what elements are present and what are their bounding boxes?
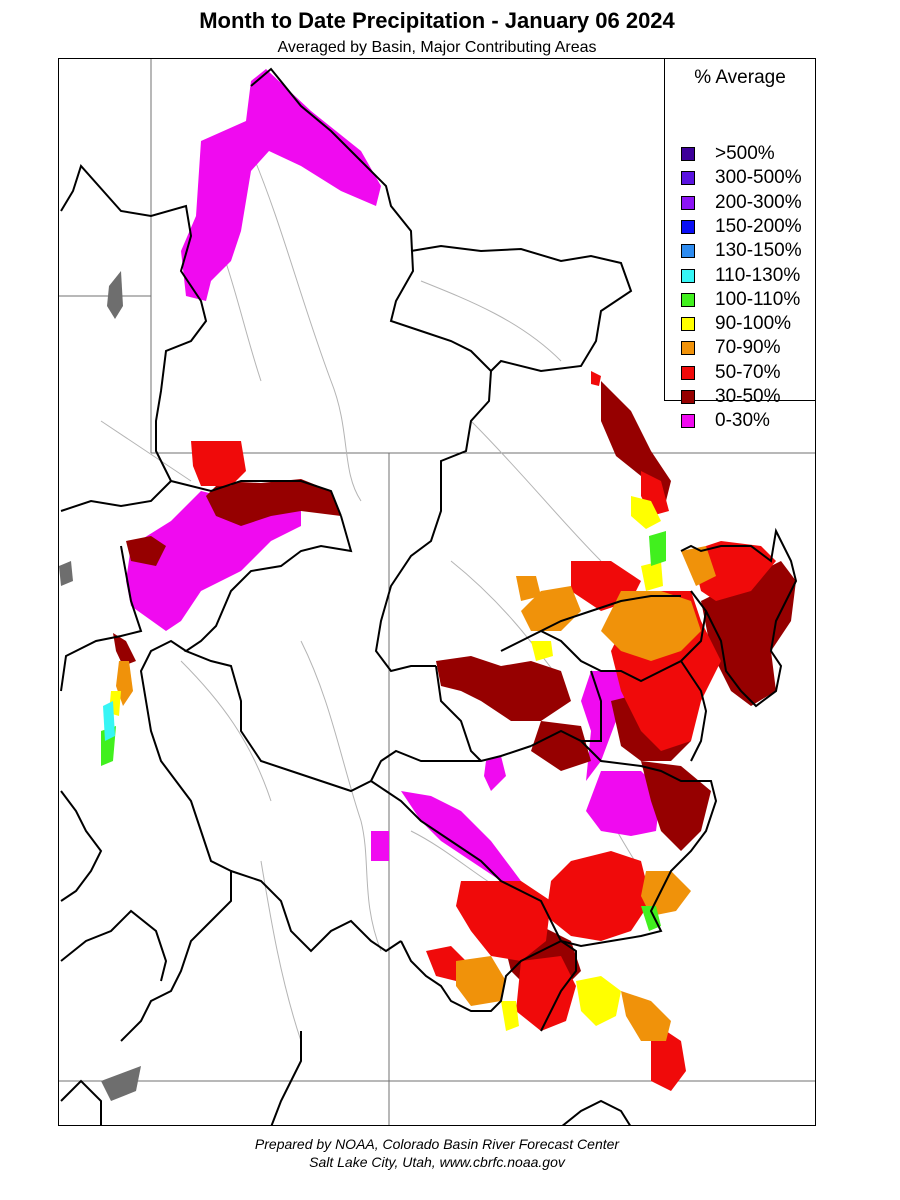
legend-item: 50-70% <box>681 361 781 385</box>
footer-credit: Prepared by NOAA, Colorado Basin River F… <box>254 1136 620 1152</box>
basin-map <box>59 59 815 1125</box>
legend-label: 70-90% <box>715 337 781 359</box>
region-90-100 <box>109 496 663 1031</box>
legend-item: >500% <box>681 142 775 166</box>
legend-label: 30-50% <box>715 386 781 407</box>
legend-swatch <box>681 219 695 234</box>
legend-item: 0-30% <box>681 409 770 433</box>
legend-item: 150-200% <box>681 215 802 239</box>
legend-swatch <box>681 292 695 307</box>
legend-swatch <box>681 390 695 404</box>
state-boundaries <box>59 59 815 1125</box>
legend-swatch <box>681 365 695 380</box>
legend-swatch <box>681 268 695 283</box>
legend-item: 130-150% <box>681 239 802 263</box>
legend-item: 110-130% <box>681 264 800 288</box>
region-110-130 <box>103 701 115 741</box>
legend-item: 70-90% <box>681 336 781 360</box>
legend-label: 300-500% <box>715 167 802 189</box>
footer-location: Salt Lake City, Utah, www.cbrfc.noaa.gov <box>309 1154 565 1170</box>
rivers <box>100 150 662 1042</box>
legend-box: % Average >500% 300-500% 200-300% 150-200% 1… <box>664 59 815 431</box>
legend-swatch <box>681 317 695 332</box>
region-0-30 <box>126 69 661 881</box>
legend-swatch <box>681 147 695 161</box>
legend-swatch <box>681 341 695 356</box>
legend-label: 100-110% <box>715 288 801 310</box>
legend-item: 200-300% <box>681 191 802 215</box>
legend-label: 50-70% <box>715 361 781 383</box>
legend-label: 200-300% <box>715 191 802 213</box>
legend-swatch <box>681 414 695 429</box>
legend-swatch <box>681 244 695 259</box>
legend-item: 300-500% <box>681 166 802 190</box>
legend-label: 150-200% <box>715 215 802 237</box>
legend-label: 0-30% <box>715 410 770 432</box>
legend-label: 90-100% <box>715 313 792 335</box>
map-subtitle: Averaged by Basin, Major Contributing Ar… <box>277 39 597 56</box>
legend-label: 130-150% <box>715 240 802 262</box>
map-title: Month to Date Precipitation - January 06… <box>199 8 675 33</box>
legend-item: 100-110% <box>681 288 800 312</box>
legend-label: 110-130% <box>715 264 801 286</box>
legend-swatch <box>681 195 695 210</box>
legend-title: % Average <box>694 67 786 88</box>
legend-label: >500% <box>715 143 775 164</box>
legend-item: 90-100% <box>681 312 791 336</box>
basin-boundaries <box>60 67 798 1125</box>
lakes <box>59 271 141 1101</box>
legend-swatch <box>681 171 695 186</box>
legend-item: 30-50% <box>681 385 781 409</box>
